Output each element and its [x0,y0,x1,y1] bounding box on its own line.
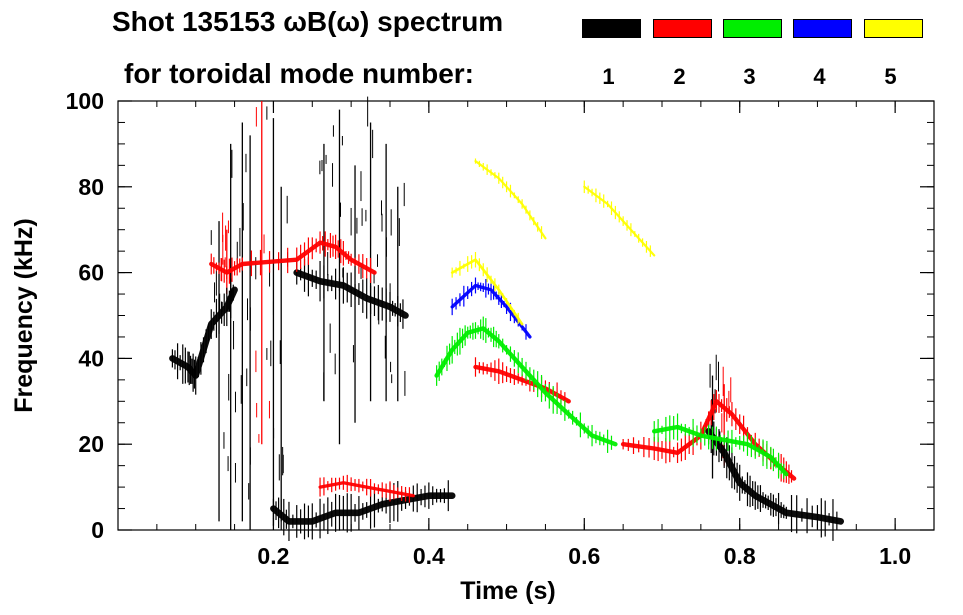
series-4 [209,240,377,275]
y-tick-label-3: 60 [78,260,104,286]
legend-mode-number-1: 1 [602,64,615,89]
legend-swatch-mode-1 [582,19,641,38]
y-tick-label-2: 40 [78,345,104,371]
plot-frame [117,100,935,531]
y-tick-label-5: 100 [66,88,104,114]
legend-swatch-mode-3 [723,19,782,38]
legend-swatch-mode-5 [864,19,923,38]
chart-title-line2: for toroidal mode number: [124,58,474,89]
series-12 [474,160,547,240]
legend-mode-number-4: 4 [813,64,826,89]
y-tick-label-1: 20 [78,431,104,457]
legend-mode-number-5: 5 [884,64,897,89]
y-axis-label: Frequency (kHz) [10,218,38,412]
y-tick-label-4: 80 [78,174,104,200]
x-tick-label-2: 0.6 [568,543,600,569]
x-tick-label-0: 0.2 [257,543,289,569]
x-tick-label-1: 0.4 [413,543,445,569]
y-tick-label-0: 0 [91,517,104,543]
legend-swatch-mode-2 [653,19,712,38]
legend-swatch-mode-4 [793,19,852,38]
x-tick-label-4: 1.0 [879,543,911,569]
legend-mode-number-2: 2 [673,64,686,89]
x-axis-label: Time (s) [460,577,555,605]
x-tick-label-3: 0.8 [724,543,756,569]
chart-title-line1: Shot 135153 ωB(ω) spectrum [112,6,504,37]
series-0 [169,286,238,379]
legend-mode-number-3: 3 [743,64,756,89]
